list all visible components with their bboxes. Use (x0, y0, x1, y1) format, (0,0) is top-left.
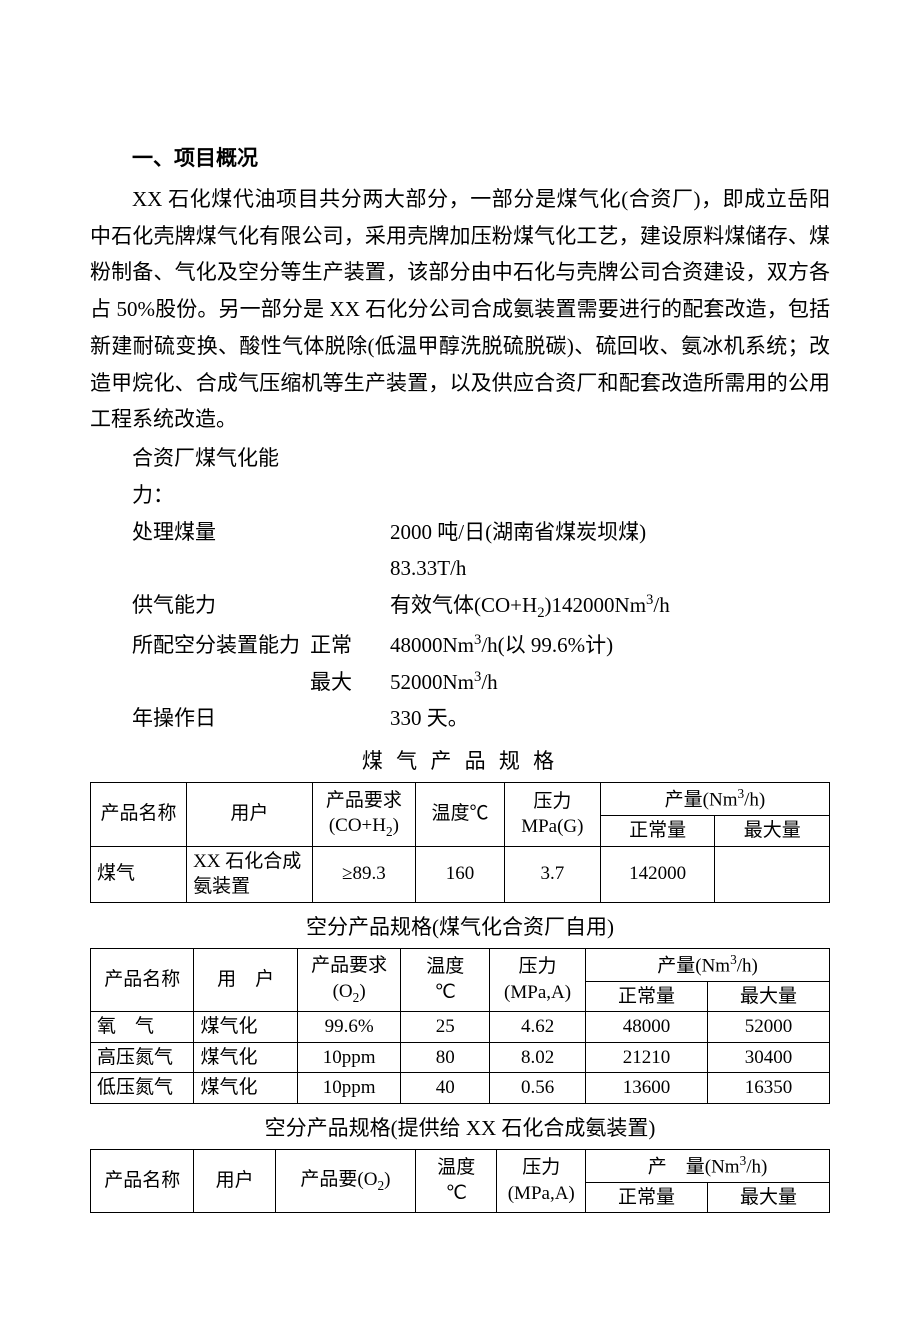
spec-label: 所配空分装置能力 (90, 627, 310, 664)
td: 高压氮气 (91, 1042, 194, 1073)
th: 温度℃ (401, 948, 490, 1012)
th: 产 量(Nm3/h) (586, 1149, 830, 1182)
paragraph-1: XX 石化煤代油项目共分两大部分，一部分是煤气化(合资厂)，即成立岳阳中石化壳牌… (90, 181, 830, 438)
table-header-row: 产品名称 用户 产品要求(CO+H2) 温度℃ 压力MPa(G) 产量(Nm3/… (91, 782, 830, 815)
th: 最大量 (708, 981, 830, 1012)
table-air-sep-self: 产品名称 用 户 产品要求(O2) 温度℃ 压力(MPa,A) 产量(Nm3/h… (90, 948, 830, 1105)
spec-row: 供气能力 有效气体(CO+H2)142000Nm3/h (90, 587, 830, 627)
td: 142000 (600, 846, 715, 902)
td: 煤气化 (194, 1012, 297, 1043)
spec-val: 有效气体(CO+H2)142000Nm3/h (390, 587, 830, 627)
td (715, 846, 830, 902)
th: 产品要(O2) (275, 1149, 415, 1213)
td: XX 石化合成氨装置 (187, 846, 313, 902)
th: 产量(Nm3/h) (586, 948, 830, 981)
th: 最大量 (708, 1182, 830, 1213)
spec-row: 所配空分装置能力 正常 48000Nm3/h(以 99.6%计) (90, 627, 830, 664)
table-header-row: 产品名称 用 户 产品要求(O2) 温度℃ 压力(MPa,A) 产量(Nm3/h… (91, 948, 830, 981)
td: 10ppm (297, 1042, 400, 1073)
spec-val: 2000 吨/日(湖南省煤炭坝煤) (390, 514, 830, 551)
spec-label (90, 550, 310, 587)
th: 正常量 (586, 1182, 708, 1213)
table1-title: 煤 气 产 品 规 格 (90, 743, 830, 780)
spec-row: 处理煤量 2000 吨/日(湖南省煤炭坝煤) (90, 514, 830, 551)
th: 用户 (194, 1149, 275, 1213)
td: ≥89.3 (312, 846, 415, 902)
table-row: 氧 气 煤气化 99.6% 25 4.62 48000 52000 (91, 1012, 830, 1043)
spec-row: 83.33T/h (90, 550, 830, 587)
th: 压力(MPa,A) (490, 948, 586, 1012)
td: 25 (401, 1012, 490, 1043)
table-row: 高压氮气 煤气化 10ppm 80 8.02 21210 30400 (91, 1042, 830, 1073)
th: 用户 (187, 782, 313, 846)
td: 13600 (586, 1073, 708, 1104)
th: 产量(Nm3/h) (600, 782, 829, 815)
table3-title: 空分产品规格(提供给 XX 石化合成氨装置) (90, 1110, 830, 1147)
spec-label: 年操作日 (90, 700, 310, 737)
th: 产品名称 (91, 948, 194, 1012)
th: 产品要求(O2) (297, 948, 400, 1012)
td: 8.02 (490, 1042, 586, 1073)
td: 0.56 (490, 1073, 586, 1104)
th: 产品名称 (91, 1149, 194, 1213)
td: 160 (416, 846, 505, 902)
th: 正常量 (586, 981, 708, 1012)
td: 16350 (708, 1073, 830, 1104)
th: 正常量 (600, 815, 715, 846)
th: 用 户 (194, 948, 297, 1012)
td: 21210 (586, 1042, 708, 1073)
td: 30400 (708, 1042, 830, 1073)
td: 52000 (708, 1012, 830, 1043)
th: 压力MPa(G) (504, 782, 600, 846)
spec-mid (310, 700, 390, 737)
td: 煤气 (91, 846, 187, 902)
table-air-sep-supply: 产品名称 用户 产品要(O2) 温度℃ 压力(MPa,A) 产 量(Nm3/h)… (90, 1149, 830, 1214)
td: 煤气化 (194, 1073, 297, 1104)
spec-label (90, 664, 310, 701)
spec-label: 供气能力 (90, 587, 310, 627)
td: 低压氮气 (91, 1073, 194, 1104)
spec-row: 年操作日 330 天。 (90, 700, 830, 737)
spec-val: 330 天。 (390, 700, 830, 737)
td: 3.7 (504, 846, 600, 902)
spec-val: 48000Nm3/h(以 99.6%计) (390, 627, 830, 664)
th: 压力(MPa,A) (497, 1149, 586, 1213)
table-header-row: 产品名称 用户 产品要(O2) 温度℃ 压力(MPa,A) 产 量(Nm3/h) (91, 1149, 830, 1182)
td: 10ppm (297, 1073, 400, 1104)
th: 温度℃ (416, 782, 505, 846)
td: 80 (401, 1042, 490, 1073)
td: 99.6% (297, 1012, 400, 1043)
td: 氧 气 (91, 1012, 194, 1043)
spec-mid (310, 514, 390, 551)
th: 最大量 (715, 815, 830, 846)
spec-mid: 正常 (310, 627, 390, 664)
spec-mid (310, 587, 390, 627)
th: 产品名称 (91, 782, 187, 846)
table-gas-spec: 产品名称 用户 产品要求(CO+H2) 温度℃ 压力MPa(G) 产量(Nm3/… (90, 782, 830, 903)
td: 4.62 (490, 1012, 586, 1043)
spec-block: 合资厂煤气化能力： 处理煤量 2000 吨/日(湖南省煤炭坝煤) 83.33T/… (90, 440, 830, 737)
spec-val: 83.33T/h (390, 550, 830, 587)
spec-intro: 合资厂煤气化能力： (90, 440, 310, 514)
td: 煤气化 (194, 1042, 297, 1073)
spec-row: 最大 52000Nm3/h (90, 664, 830, 701)
spec-val: 52000Nm3/h (390, 664, 830, 701)
td: 48000 (586, 1012, 708, 1043)
spec-mid (310, 550, 390, 587)
spec-mid: 最大 (310, 664, 390, 701)
th: 温度℃ (416, 1149, 497, 1213)
table-row: 煤气 XX 石化合成氨装置 ≥89.3 160 3.7 142000 (91, 846, 830, 902)
table2-title: 空分产品规格(煤气化合资厂自用) (90, 909, 830, 946)
td: 40 (401, 1073, 490, 1104)
spec-label: 处理煤量 (90, 514, 310, 551)
th: 产品要求(CO+H2) (312, 782, 415, 846)
section-heading: 一、项目概况 (90, 140, 830, 177)
table-row: 低压氮气 煤气化 10ppm 40 0.56 13600 16350 (91, 1073, 830, 1104)
